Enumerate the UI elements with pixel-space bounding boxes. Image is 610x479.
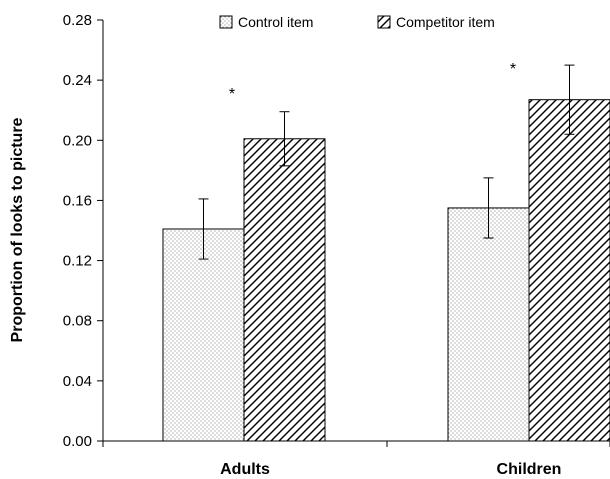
bar-control-adults <box>162 228 245 442</box>
y-tick-label-4: 0.16 <box>63 192 92 209</box>
legend: Control item Competitor item <box>219 14 495 30</box>
bar-control-children <box>447 207 530 442</box>
y-tick-label-6: 0.24 <box>63 72 92 89</box>
legend-label-control: Control item <box>238 14 313 30</box>
significance-mark-adults: * <box>229 86 235 103</box>
legend-swatch-control <box>219 15 233 29</box>
significance-mark-children: * <box>510 61 516 78</box>
y-tick-label-3: 0.12 <box>63 253 92 270</box>
y-axis-label: Proportion of looks to picture <box>9 117 26 342</box>
y-tick-label-7: 0.28 <box>63 12 92 29</box>
category-label-adults: Adults <box>220 461 270 478</box>
legend-label-competitor: Competitor item <box>396 14 495 30</box>
y-tick-label-0: 0.00 <box>63 433 92 450</box>
y-tick-label-5: 0.20 <box>63 132 92 149</box>
y-tick-label-1: 0.04 <box>63 373 92 390</box>
bar-competitor-adults <box>243 138 326 442</box>
y-tick-label-2: 0.08 <box>63 313 92 330</box>
bar-competitor-children <box>528 99 610 442</box>
category-label-children: Children <box>497 461 562 478</box>
legend-swatch-competitor <box>377 15 391 29</box>
